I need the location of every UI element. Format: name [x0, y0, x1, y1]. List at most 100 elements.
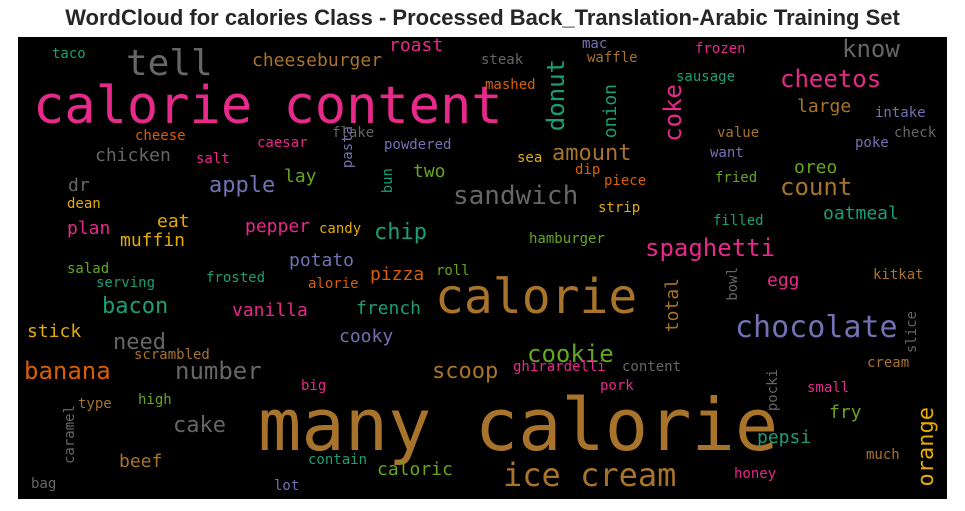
word-bowl: bowl [725, 267, 741, 301]
word-amount: amount [552, 141, 632, 166]
word-salt: salt [196, 151, 230, 167]
word-fried: fried [715, 170, 758, 186]
word-serving: serving [96, 275, 156, 291]
chart-title: WordCloud for calories Class - Processed… [65, 5, 900, 30]
word-orange: orange [914, 407, 939, 487]
word-eat: eat [157, 211, 190, 232]
word-scoop: scoop [432, 359, 499, 384]
word-many-calorie: many calorie [258, 383, 779, 467]
word-high: high [138, 392, 172, 408]
word-number: number [175, 357, 262, 385]
word-need: need [113, 330, 166, 355]
word-ice-cream: ice cream [503, 456, 677, 494]
word-cheetos: cheetos [780, 65, 882, 93]
word-sausage: sausage [676, 69, 736, 85]
word-pork: pork [600, 378, 634, 394]
word-fry: fry [829, 402, 862, 423]
word-bun: bun [380, 168, 396, 194]
word-caloric: caloric [377, 459, 453, 480]
word-stick: stick [27, 321, 82, 342]
word-ghirardelli: ghirardelli [513, 359, 606, 375]
word-cake: cake [173, 413, 226, 438]
word-roast: roast [389, 37, 444, 56]
word-spaghetti: spaghetti [645, 234, 776, 262]
word-piece: piece [604, 173, 647, 189]
word-calorie: calorie [435, 269, 638, 325]
word-lay: lay [284, 166, 317, 187]
word-sea: sea [517, 150, 543, 166]
word-chip: chip [374, 220, 427, 245]
word-two: two [413, 161, 446, 182]
word-oatmeal: oatmeal [823, 203, 899, 224]
word-roll: roll [436, 263, 470, 279]
word-chicken: chicken [95, 145, 171, 166]
word-want: want [710, 145, 744, 161]
word-waffle: waffle [587, 50, 638, 66]
word-hamburger: hamburger [529, 231, 605, 247]
word-dr: dr [68, 175, 90, 196]
word-vanilla: vanilla [232, 300, 308, 321]
word-much: much [866, 447, 900, 463]
word-apple: apple [209, 173, 276, 198]
word-flake: flake [332, 125, 375, 141]
word-caesar: caesar [257, 135, 308, 151]
word-cheese: cheese [135, 128, 186, 144]
word-cooky: cooky [339, 326, 394, 347]
word-pepsi: pepsi [757, 427, 812, 448]
word-sandwich: sandwich [453, 181, 579, 211]
word-pizza: pizza [370, 264, 425, 285]
word-cream: cream [867, 355, 910, 371]
word-dip: dip [575, 162, 601, 178]
word-steak: steak [481, 52, 524, 68]
word-egg: egg [767, 270, 800, 291]
word-chocolate: chocolate [735, 310, 898, 345]
word-taco: taco [52, 46, 86, 62]
word-cookie: cookie [527, 340, 614, 368]
word-contain: contain [308, 452, 368, 468]
word-oreo: oreo [794, 157, 838, 178]
word-potato: potato [289, 250, 355, 271]
word-scrambled: scrambled [134, 347, 210, 363]
word-value: value [717, 125, 760, 141]
word-tell: tell [126, 43, 213, 84]
word-total: total [662, 278, 683, 333]
word-bacon: bacon [102, 294, 169, 319]
word-caramel: caramel [62, 405, 78, 465]
word-pepper: pepper [245, 216, 311, 237]
word-cheeseburger: cheeseburger [252, 50, 383, 71]
word-filled: filled [713, 213, 764, 229]
word-dean: dean [67, 196, 101, 212]
word-know: know [842, 37, 900, 63]
word-plan: plan [67, 218, 111, 239]
word-big: big [301, 378, 327, 394]
word-slice: slice [904, 311, 920, 354]
word-intake: intake [875, 105, 926, 121]
word-coke: coke [659, 84, 687, 142]
word-small: small [807, 380, 850, 396]
word-powdered: powdered [384, 137, 452, 153]
word-honey: honey [734, 466, 777, 482]
word-french: french [356, 298, 422, 319]
word-beef: beef [119, 451, 163, 472]
word-banana: banana [24, 357, 111, 385]
word-lot: lot [274, 478, 300, 494]
word-candy: candy [319, 221, 362, 237]
word-salad: salad [67, 261, 110, 277]
word-check: check [894, 125, 937, 141]
word-cloud: many calorie calorie content calorie ice cr… [18, 37, 947, 499]
word-poke: poke [855, 135, 889, 151]
word-pocki: pocki [765, 369, 781, 412]
word-large: large [797, 96, 852, 117]
word-mashed: mashed [485, 77, 536, 93]
word-frosted: frosted [206, 270, 266, 286]
word-onion: onion [600, 84, 621, 139]
word-type: type [78, 396, 112, 412]
word-kitkat: kitkat [873, 267, 924, 283]
word-alorie: alorie [308, 276, 359, 292]
word-muffin: muffin [120, 230, 186, 251]
word-content: content [622, 359, 682, 375]
word-frozen: frozen [695, 41, 746, 57]
word-bag: bag [31, 476, 57, 492]
word-strip: strip [598, 200, 641, 216]
word-calorie-content: calorie content [33, 76, 503, 136]
